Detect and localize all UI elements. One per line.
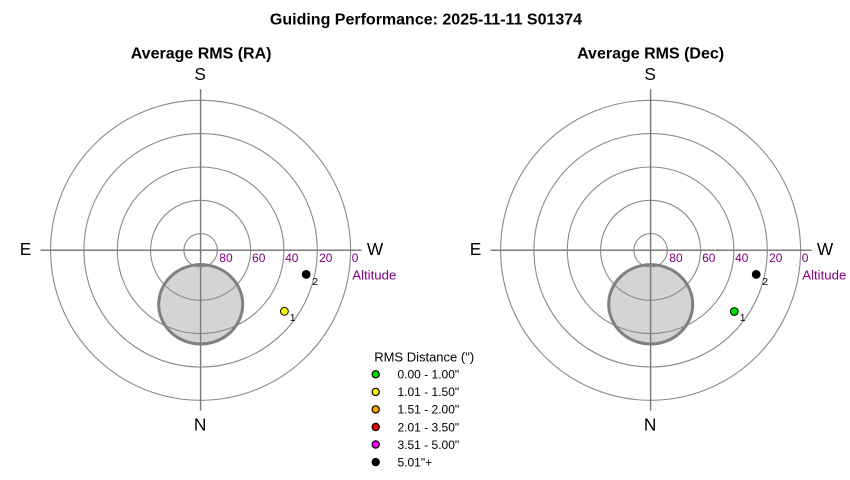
svg-text:RMS Distance ("): RMS Distance (") [374,350,474,365]
svg-text:Guiding Performance: 2025-11-1: Guiding Performance: 2025-11-11 S01374 [270,11,582,28]
svg-text:1: 1 [290,312,296,324]
svg-text:1.01 - 1.50": 1.01 - 1.50" [398,385,460,399]
svg-text:1: 1 [740,312,746,324]
svg-text:5.01"+: 5.01"+ [398,455,433,469]
svg-text:Average RMS (Dec): Average RMS (Dec) [577,45,724,62]
svg-text:3.51 - 5.00": 3.51 - 5.00" [398,438,460,452]
svg-text:2.01 - 3.50": 2.01 - 3.50" [398,420,460,434]
svg-text:0.00 - 1.00": 0.00 - 1.00" [398,368,460,382]
svg-text:1.51 - 2.00": 1.51 - 2.00" [398,403,460,417]
svg-text:Average RMS (RA): Average RMS (RA) [131,45,272,62]
